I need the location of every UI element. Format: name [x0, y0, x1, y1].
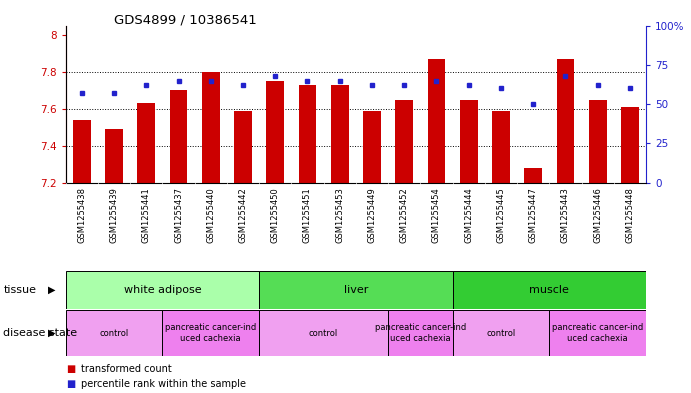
Text: pancreatic cancer-ind
uced cachexia: pancreatic cancer-ind uced cachexia	[165, 323, 256, 343]
Text: tissue: tissue	[3, 285, 37, 295]
Bar	[202, 72, 220, 183]
Bar	[299, 85, 316, 183]
Bar	[621, 107, 638, 183]
Text: GSM1255449: GSM1255449	[368, 187, 377, 243]
Text: GSM1255439: GSM1255439	[109, 187, 119, 243]
Bar	[363, 110, 381, 183]
Text: GSM1255442: GSM1255442	[238, 187, 247, 243]
Bar	[549, 310, 646, 356]
Bar	[66, 310, 162, 356]
Text: GSM1255437: GSM1255437	[174, 187, 183, 243]
Bar	[105, 129, 123, 183]
Text: GSM1255440: GSM1255440	[206, 187, 216, 243]
Text: liver: liver	[343, 285, 368, 295]
Bar	[453, 310, 549, 356]
Bar	[453, 271, 646, 309]
Bar	[259, 271, 453, 309]
Bar	[259, 310, 388, 356]
Text: GSM1255438: GSM1255438	[77, 187, 86, 243]
Text: GSM1255454: GSM1255454	[432, 187, 441, 243]
Text: ▶: ▶	[48, 285, 56, 295]
Text: GSM1255441: GSM1255441	[142, 187, 151, 243]
Bar	[395, 99, 413, 183]
Bar	[492, 110, 510, 183]
Bar	[556, 59, 574, 183]
Text: ■: ■	[66, 379, 75, 389]
Bar	[234, 110, 252, 183]
Text: pancreatic cancer-ind
uced cachexia: pancreatic cancer-ind uced cachexia	[375, 323, 466, 343]
Text: GSM1255452: GSM1255452	[399, 187, 409, 243]
Bar	[331, 85, 348, 183]
Text: GSM1255445: GSM1255445	[496, 187, 506, 243]
Text: GSM1255451: GSM1255451	[303, 187, 312, 243]
Bar	[73, 120, 91, 183]
Bar	[162, 310, 259, 356]
Bar	[169, 90, 187, 183]
Text: GSM1255450: GSM1255450	[271, 187, 280, 243]
Bar	[138, 103, 155, 183]
Bar	[428, 59, 445, 183]
Text: GSM1255453: GSM1255453	[335, 187, 344, 243]
Bar	[66, 271, 259, 309]
Bar	[589, 99, 607, 183]
Text: ■: ■	[66, 364, 75, 375]
Text: disease state: disease state	[3, 328, 77, 338]
Text: GSM1255448: GSM1255448	[625, 187, 634, 243]
Text: control: control	[486, 329, 515, 338]
Text: ▶: ▶	[48, 328, 56, 338]
Text: control: control	[309, 329, 338, 338]
Text: GSM1255444: GSM1255444	[464, 187, 473, 243]
Bar	[266, 81, 284, 183]
Bar	[388, 310, 453, 356]
Text: GDS4899 / 10386541: GDS4899 / 10386541	[114, 14, 257, 27]
Bar	[524, 168, 542, 183]
Text: transformed count: transformed count	[81, 364, 171, 375]
Text: muscle: muscle	[529, 285, 569, 295]
Text: GSM1255443: GSM1255443	[561, 187, 570, 243]
Text: pancreatic cancer-ind
uced cachexia: pancreatic cancer-ind uced cachexia	[552, 323, 643, 343]
Text: GSM1255447: GSM1255447	[529, 187, 538, 243]
Text: control: control	[100, 329, 129, 338]
Text: white adipose: white adipose	[124, 285, 201, 295]
Text: GSM1255446: GSM1255446	[593, 187, 603, 243]
Text: percentile rank within the sample: percentile rank within the sample	[81, 379, 246, 389]
Bar	[460, 99, 477, 183]
